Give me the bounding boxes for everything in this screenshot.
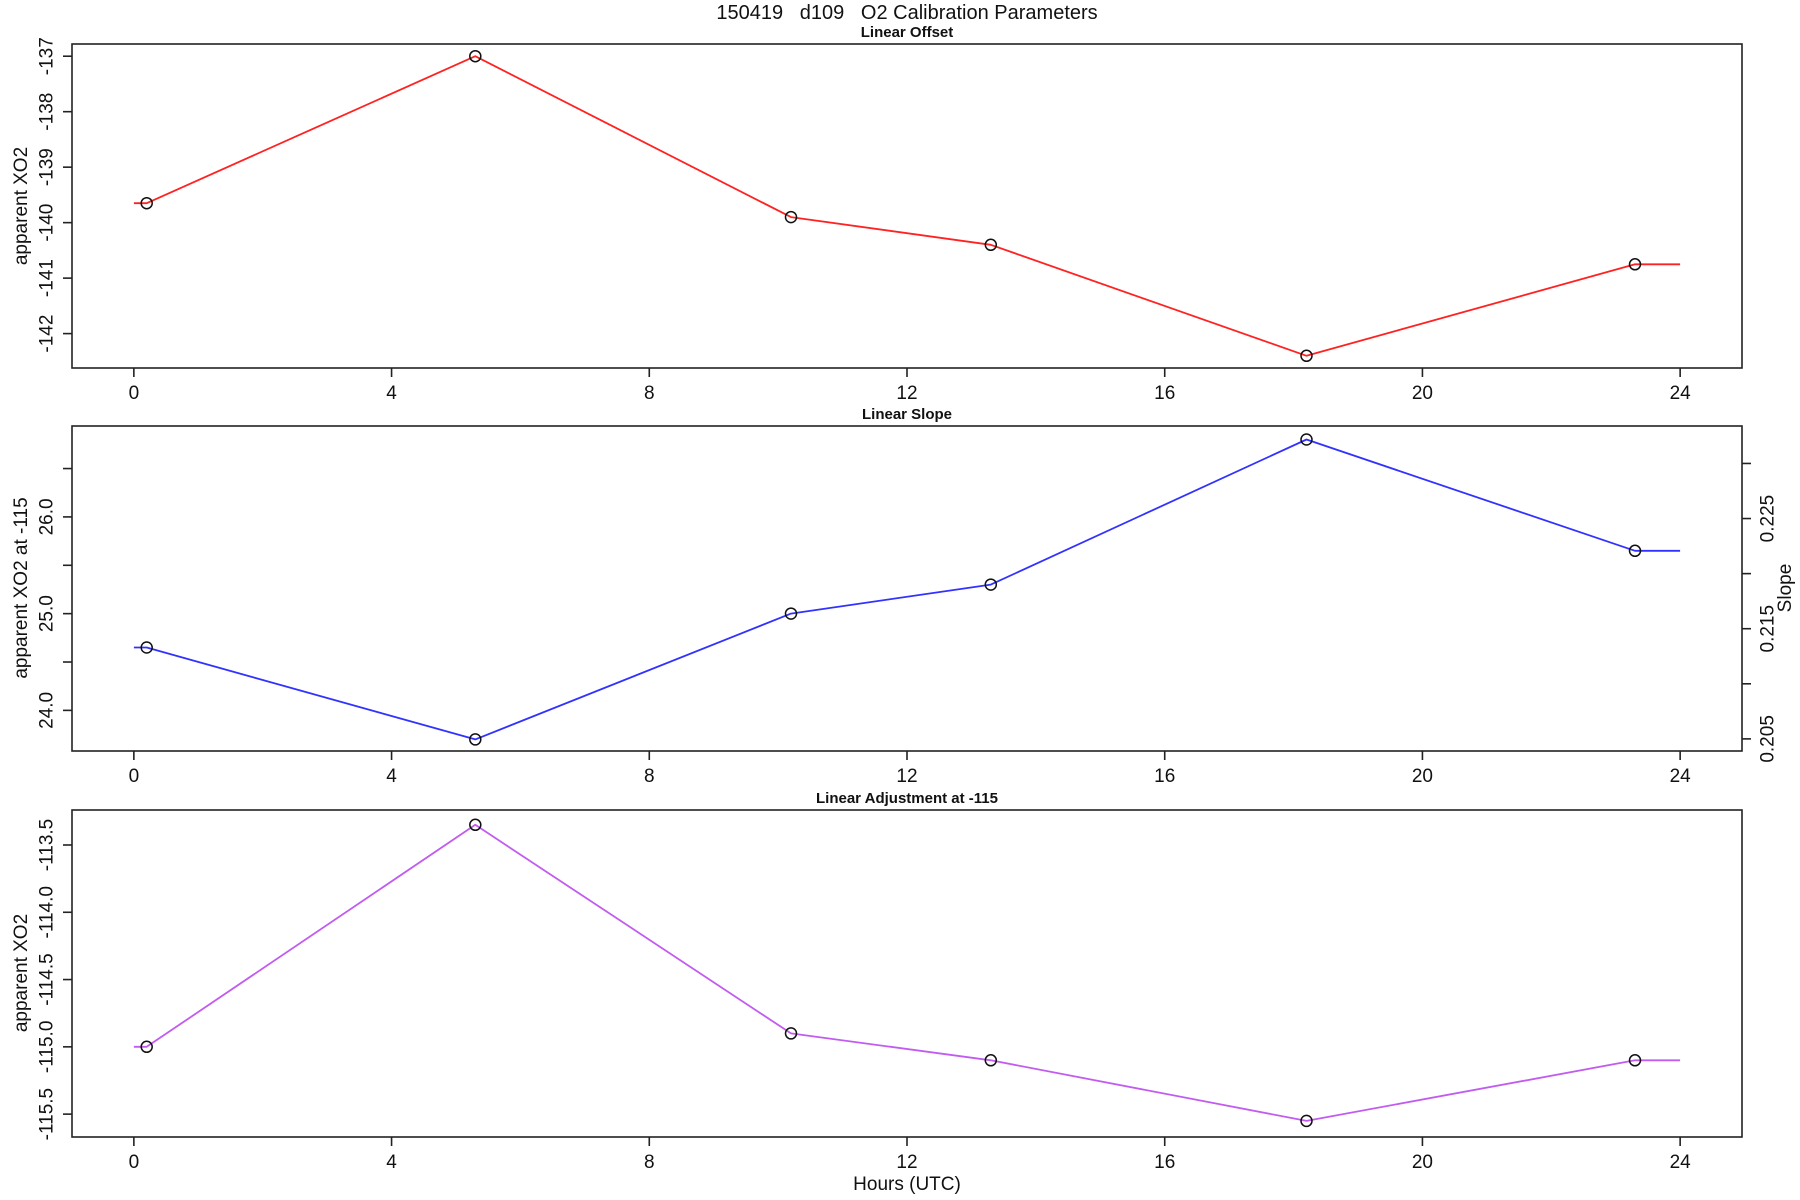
data-point-marker (1300, 1114, 1313, 1128)
y-axis-tick-label: -115.5 (37, 1088, 58, 1140)
x-axis-tick-label: 20 (1412, 383, 1433, 404)
panel2-right-axis-title: Slope (1775, 563, 1796, 613)
series-line (133, 823, 1681, 1122)
x-axis-tick-label: 16 (1154, 383, 1175, 404)
panel1-title: Linear Offset (860, 24, 954, 41)
data-point-marker (984, 578, 998, 591)
data-point-marker (140, 1040, 153, 1054)
panel2-y-axis-title: apparent XO2 at -115 (11, 497, 32, 679)
data-point-marker (469, 49, 482, 63)
series-line (133, 438, 1681, 741)
data-point-marker (984, 1054, 998, 1067)
y-axis-tick-label: -142 (37, 315, 58, 353)
right-axis-tick-label: 0.215 (1758, 605, 1779, 653)
y-axis-tick-label: 26.0 (37, 498, 58, 535)
x-axis-tick-label: 12 (896, 766, 917, 787)
data-point-marker (1300, 349, 1313, 363)
data-point-marker (469, 733, 482, 746)
data-point-marker (140, 196, 153, 210)
figure-title: 150419 d109 O2 Calibration Parameters (716, 2, 1098, 24)
panel-1: 0 4 8 12 16 20 24 -142 -141 -140 -139 -138 -137 (37, 37, 1743, 404)
panel-2: 0 4 8 12 16 20 24 24.0 25.0 26.0 0.205 0.215 0.225 (37, 425, 1779, 787)
data-point-marker (784, 210, 798, 224)
x-axis-tick-label: 24 (1670, 1152, 1692, 1173)
x-axis-tick-label: 16 (1154, 766, 1175, 787)
y-axis-tick-label: -115.0 (37, 1021, 58, 1073)
series-line (133, 55, 1681, 357)
y-axis-tick-label: -114.0 (37, 886, 58, 938)
x-axis-title: Hours (UTC) (853, 1174, 961, 1195)
y-axis-tick-label: -141 (37, 259, 58, 297)
data-point-marker (1628, 544, 1642, 558)
x-axis-tick-label: 12 (896, 1152, 917, 1173)
panel-border (71, 43, 1743, 369)
data-point-marker (469, 818, 482, 832)
data-point-marker (1300, 433, 1313, 446)
y-axis-tick-label: -137 (37, 37, 58, 75)
x-axis-tick-label: 8 (644, 766, 655, 787)
y-axis-tick-label: -114.5 (37, 953, 58, 1005)
data-point-marker (140, 641, 153, 654)
data-point-marker (1628, 1054, 1642, 1067)
x-axis-tick-label: 16 (1154, 1152, 1175, 1173)
x-axis-tick-label: 20 (1412, 1152, 1433, 1173)
panel-border (71, 425, 1743, 752)
right-axis-tick-label: 0.225 (1758, 495, 1779, 543)
data-point-marker (984, 238, 998, 252)
panel2-title: Linear Slope (861, 406, 953, 423)
x-axis-tick-label: 24 (1670, 766, 1692, 787)
x-axis-tick-label: 0 (129, 766, 140, 787)
x-axis-tick-label: 8 (644, 383, 655, 404)
y-axis-tick-label: 25.0 (37, 595, 58, 632)
x-axis-tick-label: 12 (896, 383, 917, 404)
x-axis-tick-label: 24 (1670, 383, 1692, 404)
y-axis-tick-label: -138 (37, 93, 58, 131)
x-axis-tick-label: 0 (129, 1152, 140, 1173)
panel3-y-axis-title: apparent XO2 (11, 913, 32, 1033)
panel-border (71, 809, 1743, 1138)
y-axis-tick-label: -113.5 (37, 819, 58, 871)
panel3-title: Linear Adjustment at -115 (816, 790, 998, 807)
panel-3: 0 4 8 12 16 20 24 -115.5 -115.0 -114.5 -114.0 -113.… (37, 809, 1743, 1173)
y-axis-tick-label: 24.0 (37, 692, 58, 729)
x-axis-tick-label: 4 (386, 766, 397, 787)
x-axis-tick-label: 20 (1412, 766, 1433, 787)
x-axis-tick-label: 0 (129, 383, 140, 404)
x-axis-tick-label: 8 (644, 1152, 655, 1173)
data-point-marker (1628, 258, 1642, 271)
x-axis-tick-label: 4 (386, 383, 397, 404)
y-axis-tick-label: -139 (37, 148, 58, 186)
right-axis-tick-label: 0.205 (1758, 715, 1779, 763)
panel1-y-axis-title: apparent XO2 (11, 146, 32, 266)
x-axis-tick-label: 4 (386, 1152, 397, 1173)
y-axis-tick-label: -140 (37, 204, 58, 242)
data-point-marker (784, 607, 798, 620)
data-point-marker (784, 1027, 798, 1040)
